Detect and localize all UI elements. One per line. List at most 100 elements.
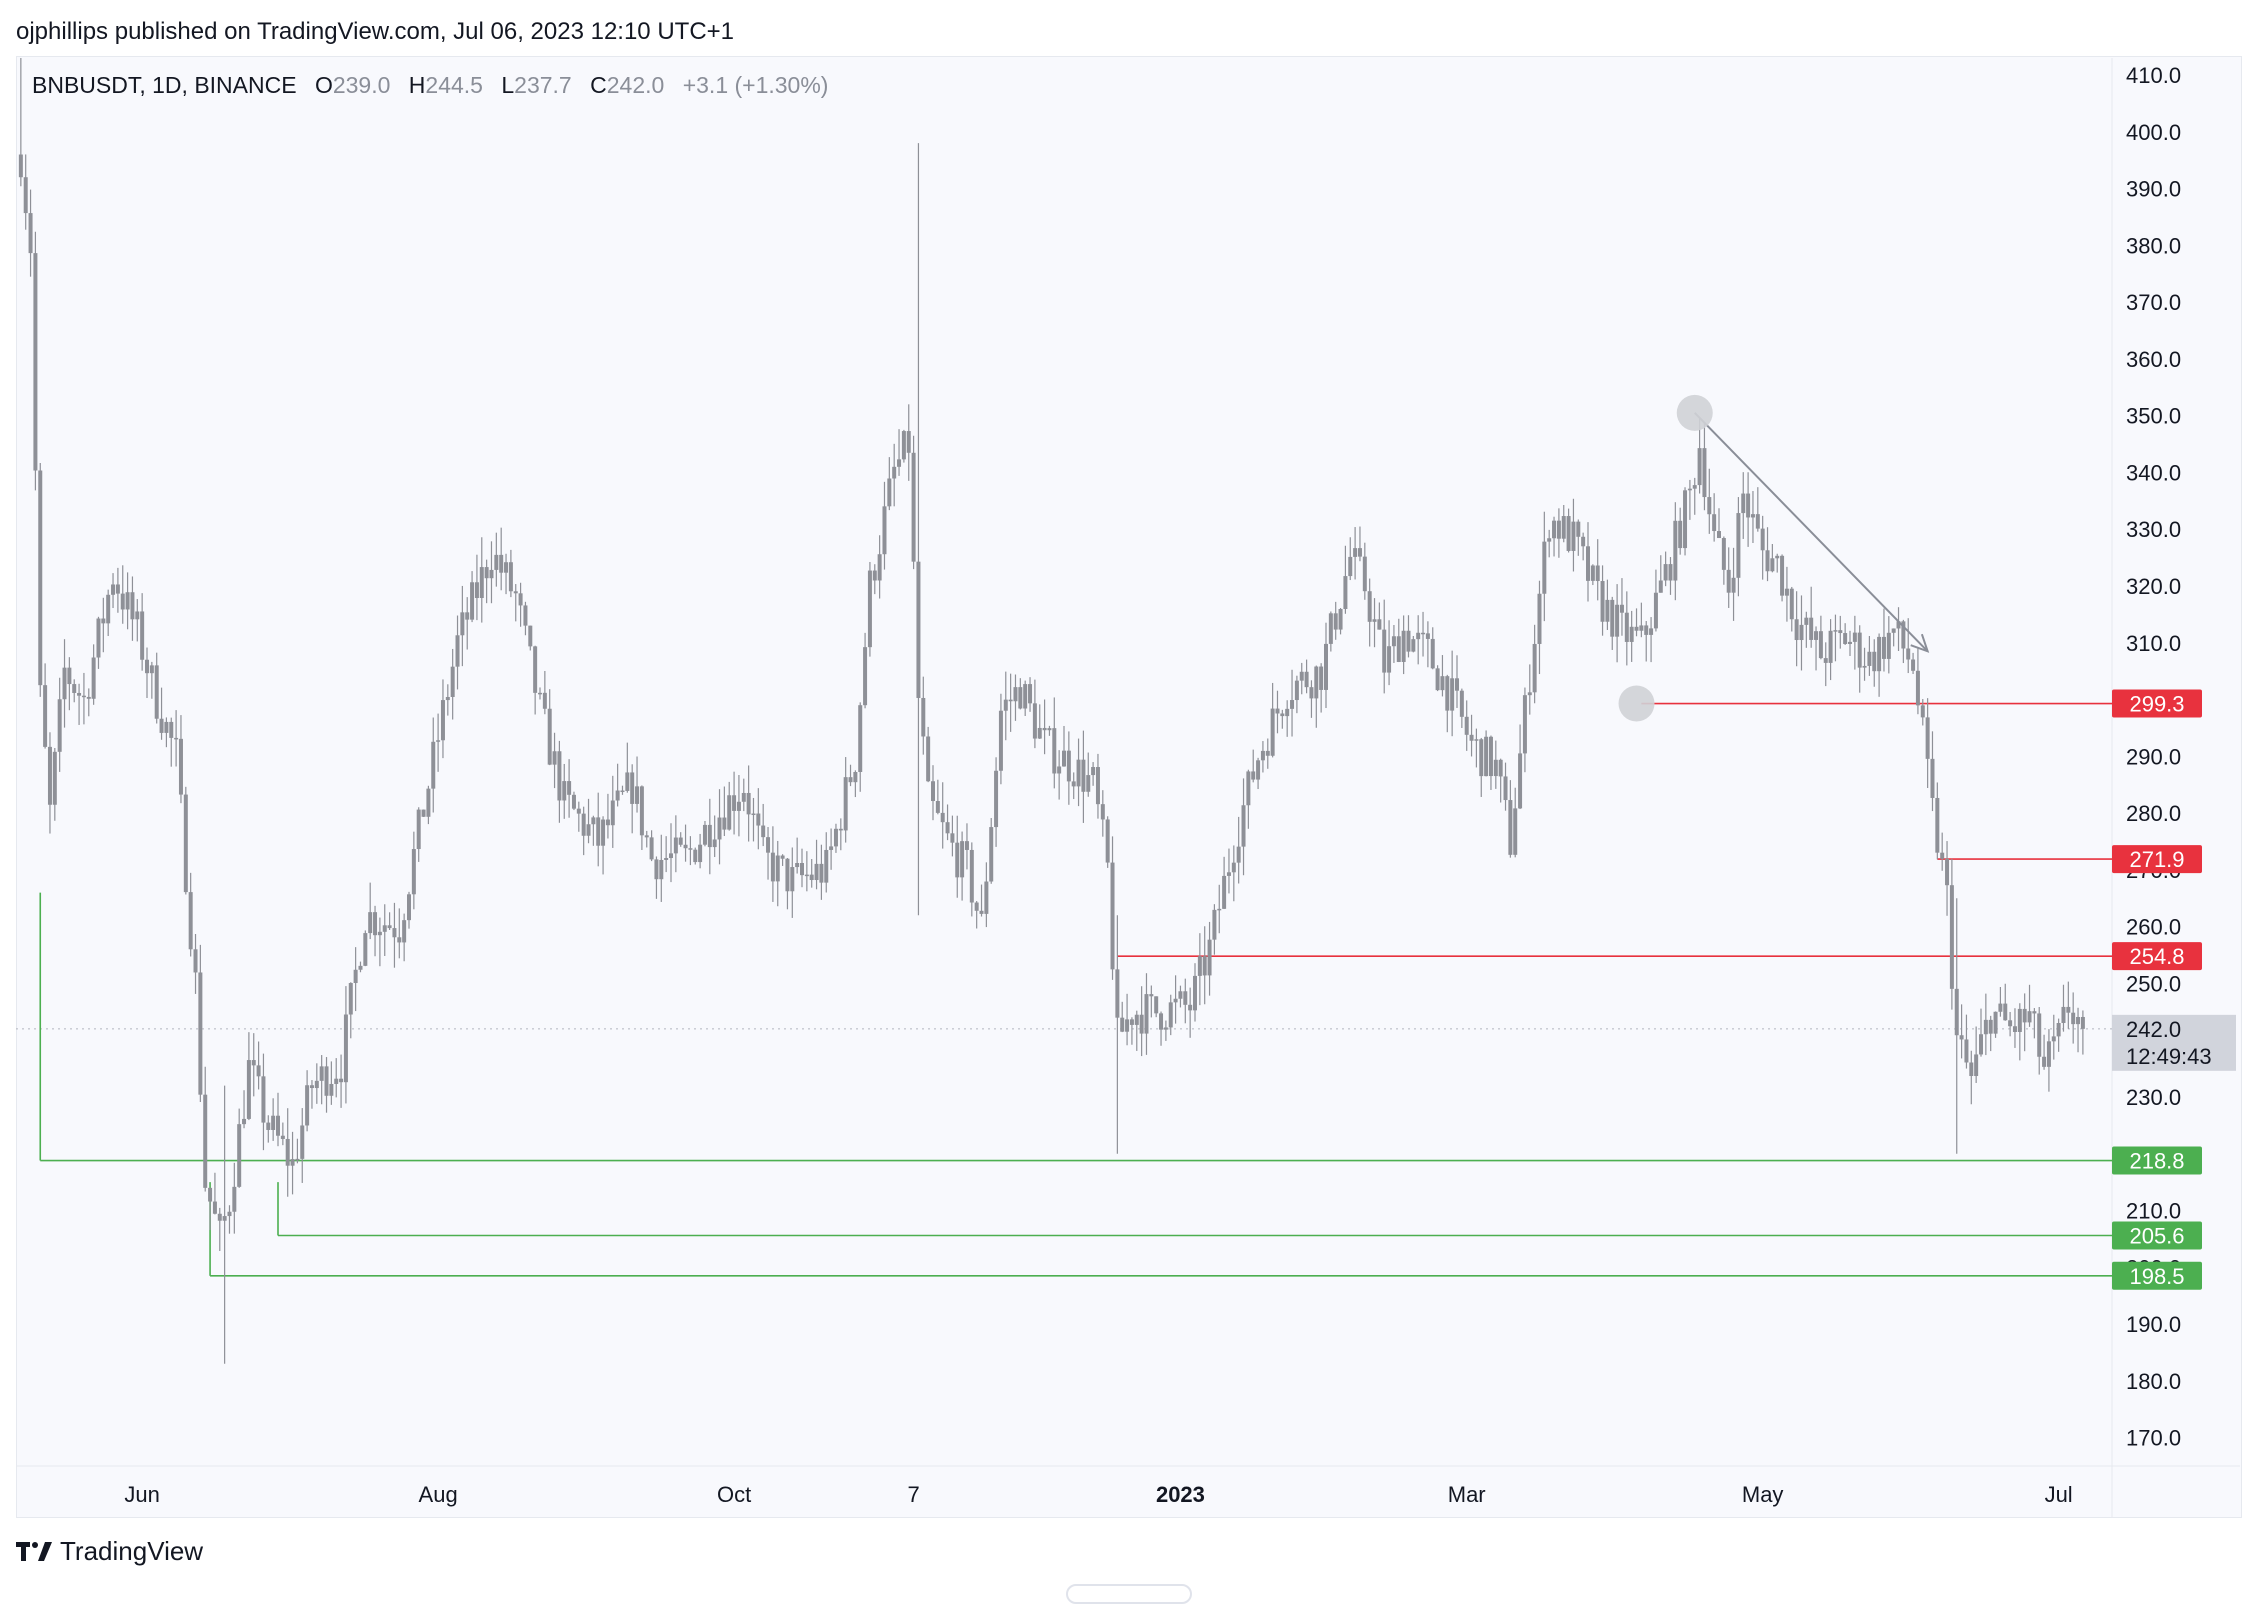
candle-body [707, 824, 712, 848]
candle-body [271, 1115, 276, 1130]
candle-body [1469, 734, 1474, 741]
candle-body [329, 1083, 334, 1096]
candle-body [673, 837, 678, 854]
level-label: 254.8 [2129, 944, 2184, 969]
candle-body [1658, 580, 1663, 593]
candle-body [140, 611, 145, 660]
y-tick-label: 190.0 [2126, 1312, 2181, 1337]
candle-body [1212, 909, 1217, 940]
candle-body [1251, 771, 1256, 780]
legend-close-value: 242.0 [606, 72, 665, 98]
candle-body [445, 696, 450, 701]
candle-body [984, 881, 989, 914]
footer-branding: TradingView [16, 1536, 203, 1567]
candle-body [872, 570, 877, 581]
level-badge [2112, 942, 2202, 971]
candle-body [1619, 604, 1624, 613]
legend-high-label: H [408, 72, 426, 98]
candle-body [280, 1135, 285, 1139]
candle-body [1285, 708, 1290, 717]
candle-body [1794, 619, 1799, 641]
candles-layer [18, 58, 2085, 1364]
candle-body [256, 1065, 261, 1077]
candle-body [1804, 617, 1809, 625]
candle-body [1896, 621, 1901, 629]
footer-brand-text[interactable]: TradingView [60, 1536, 204, 1566]
candle-body [1867, 651, 1872, 666]
candle-body [1940, 852, 1945, 859]
y-tick-label: 330.0 [2126, 517, 2181, 542]
candle-body [1416, 632, 1421, 640]
candle-body [2037, 1013, 2042, 1057]
candle-body [1440, 676, 1445, 691]
trend-arrow-head [1910, 633, 1930, 653]
candle-body [1241, 805, 1246, 847]
candle-body [106, 594, 111, 624]
candle-body [1023, 684, 1028, 709]
level-badge [2112, 1146, 2202, 1175]
candle-body [474, 582, 479, 599]
candle-body [1115, 969, 1120, 1018]
legend-low-value: 237.7 [514, 72, 572, 98]
candle-body [1202, 956, 1207, 976]
candle-body [251, 1060, 256, 1066]
candle-body [450, 666, 455, 697]
candle-body [2008, 1020, 2013, 1027]
candle-body [1037, 727, 1042, 739]
candle-body [741, 792, 746, 802]
candle-body [1396, 636, 1401, 662]
candle-body [1231, 862, 1236, 873]
candle-body [1877, 636, 1882, 672]
candle-body [363, 933, 368, 966]
candle-body [1091, 767, 1096, 776]
level-badge [2112, 845, 2202, 874]
scroll-handle[interactable] [1066, 1584, 1192, 1604]
candle-body [1178, 991, 1183, 999]
candle-body [154, 665, 159, 719]
candle-body [499, 554, 504, 573]
candle-body [397, 937, 402, 943]
level-badge [2112, 1261, 2202, 1290]
candle-body [838, 828, 843, 831]
candle-body [1765, 550, 1770, 572]
candle-body [1542, 541, 1547, 594]
candle-body [1343, 576, 1348, 610]
candle-body [1571, 521, 1576, 551]
candle-body [1498, 759, 1503, 777]
candle-body [1906, 648, 1911, 660]
candle-body [33, 253, 38, 471]
candle-body [465, 612, 470, 620]
candle-body [91, 657, 96, 699]
candle-body [1615, 604, 1620, 637]
chart-frame[interactable] [16, 56, 2242, 1518]
candle-body [790, 867, 795, 892]
candle-body [135, 611, 140, 620]
candle-body [343, 1014, 348, 1083]
level-label: 299.3 [2129, 692, 2184, 717]
candle-body [1857, 632, 1862, 668]
candle-body [373, 912, 378, 936]
candle-body [1105, 819, 1110, 863]
candle-body [290, 1159, 295, 1166]
candle-body [125, 592, 130, 610]
y-tick-label: 380.0 [2126, 233, 2181, 258]
candle-body [1474, 739, 1479, 741]
candle-body [1387, 646, 1392, 673]
legend-symbol[interactable]: BNBUSDT, 1D, BINANCE [32, 72, 297, 98]
candle-body [596, 817, 601, 846]
candle-body [1891, 628, 1896, 633]
candle-body [2027, 1011, 2032, 1023]
candle-body [1799, 624, 1804, 641]
candle-body [1736, 513, 1741, 578]
candle-body [785, 858, 790, 892]
candle-body [974, 902, 979, 911]
candle-body [770, 852, 775, 882]
candle-body [528, 625, 533, 647]
candle-body [1406, 630, 1411, 652]
candle-body [1100, 804, 1105, 820]
y-tick-label: 170.0 [2126, 1426, 2181, 1451]
y-tick-label: 260.0 [2126, 915, 2181, 940]
candle-body [111, 584, 116, 595]
candle-body [693, 849, 698, 863]
